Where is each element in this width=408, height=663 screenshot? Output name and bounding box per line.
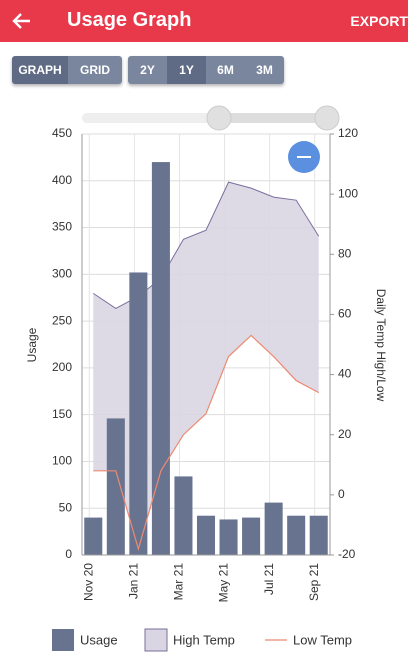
y2-tick-label: 40 (338, 367, 352, 381)
bar (196, 515, 216, 555)
y-axis-label: Usage (25, 327, 39, 362)
y-tick-label: 300 (52, 267, 72, 281)
toggle-button[interactable]: 2Y (128, 56, 167, 84)
range-slider-track (82, 113, 330, 123)
toggle-button[interactable]: 1Y (167, 56, 206, 84)
x-tick-label: Mar 21 (172, 563, 186, 601)
toggle-button[interactable]: GRID (68, 56, 122, 84)
toggle-button[interactable]: 3M (245, 56, 284, 84)
x-tick-label: Jul 21 (262, 563, 276, 595)
legend-label: Usage (80, 632, 118, 647)
y-tick-label: 400 (52, 173, 72, 187)
y2-tick-label: 20 (338, 427, 352, 441)
x-tick-label: Jan 21 (127, 563, 141, 599)
slider-thumb[interactable] (314, 105, 340, 131)
y-tick-label: 100 (52, 454, 72, 468)
view-toggle: GRAPH GRID (12, 56, 122, 84)
bar (309, 515, 328, 555)
toggle-button[interactable]: 6M (206, 56, 245, 84)
high-temp-line (92, 181, 320, 309)
bar (174, 476, 193, 555)
y2-axis-label: Daily Temp High/Low (374, 289, 388, 402)
bar (242, 517, 261, 555)
y-tick-label: 200 (52, 360, 72, 374)
bar (287, 515, 306, 555)
back-button[interactable] (10, 9, 34, 33)
legend-label: Low Temp (293, 632, 352, 647)
app-title: Usage Graph (67, 9, 192, 31)
bar (106, 418, 125, 555)
legend-swatch (52, 629, 74, 651)
slider-thumb[interactable] (206, 105, 232, 131)
y2-tick-label: 100 (338, 186, 358, 200)
legend-swatch (144, 628, 168, 652)
bar (264, 502, 283, 555)
y-tick-label: 250 (52, 313, 72, 327)
y-tick-label: 450 (52, 126, 72, 140)
zoom-out-button[interactable] (288, 141, 320, 173)
legend-label: High Temp (173, 632, 235, 647)
bar (151, 162, 170, 556)
y-tick-label: 150 (52, 407, 72, 421)
x-tick-label: Nov 20 (81, 563, 95, 601)
export-button[interactable]: EXPORT (350, 13, 408, 29)
x-tick-label: Sep 21 (307, 563, 321, 601)
y2-tick-label: 0 (338, 487, 345, 501)
y2-tick-label: 120 (338, 126, 358, 140)
bar (129, 272, 148, 555)
bar (219, 519, 238, 555)
y2-tick-label: -20 (338, 547, 356, 561)
toggle-button[interactable]: GRAPH (12, 56, 68, 84)
high-temp-area (93, 182, 319, 549)
x-tick-label: May 21 (217, 563, 231, 603)
range-slider-selection (219, 113, 327, 123)
app-bar: Usage Graph EXPORT (0, 0, 408, 42)
y2-tick-label: 60 (338, 307, 352, 321)
low-temp-line (93, 334, 320, 552)
y-tick-label: 50 (59, 500, 73, 514)
y2-tick-label: 80 (338, 246, 352, 260)
y-tick-label: 0 (65, 547, 72, 561)
y-tick-label: 350 (52, 220, 72, 234)
range-toggle: 2Y 1Y 6M 3M (128, 56, 284, 84)
bar (84, 517, 103, 555)
